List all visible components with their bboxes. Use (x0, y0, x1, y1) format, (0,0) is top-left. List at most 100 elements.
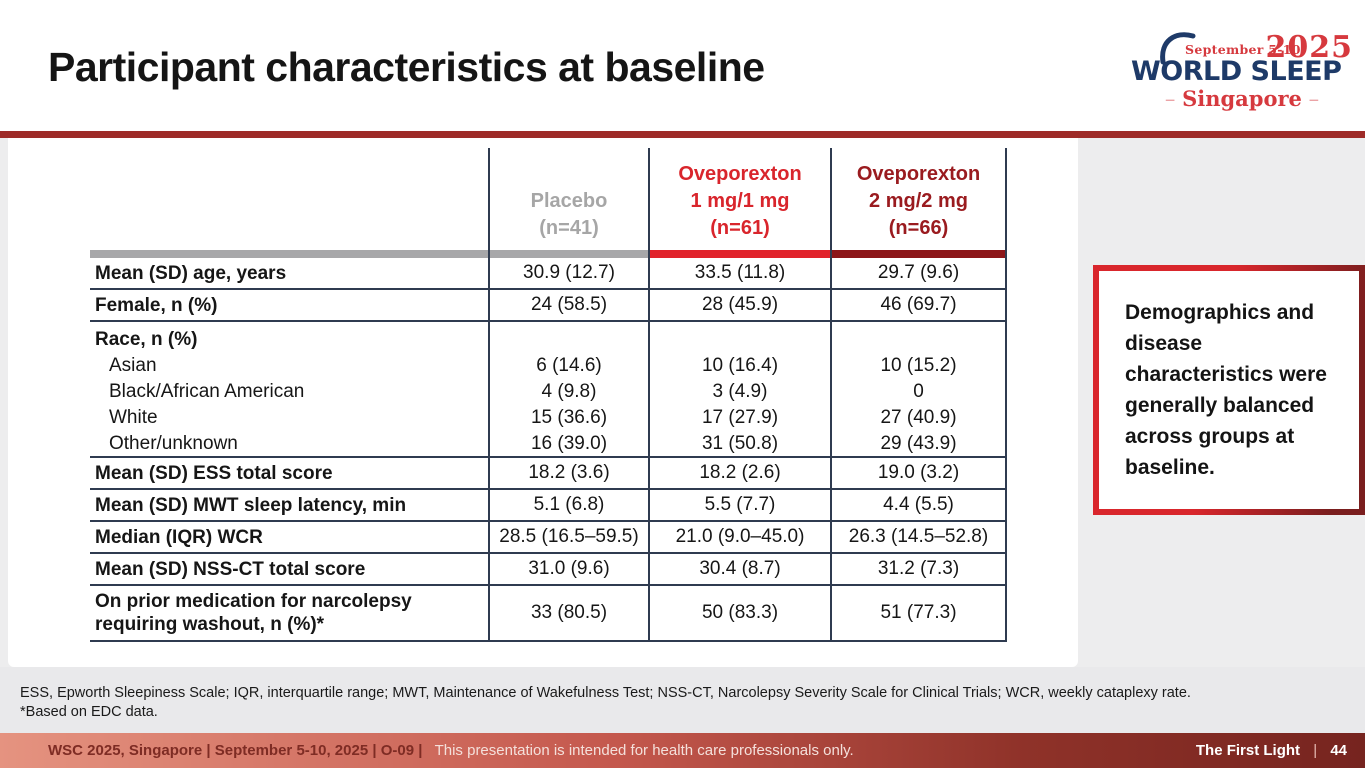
placebo-label: Placebo (530, 190, 608, 212)
logo-dates: September 5-10 (1185, 42, 1301, 57)
footer-disclaimer: This presentation is intended for health… (434, 742, 854, 759)
race-value: 10 (15.2) (880, 355, 957, 376)
cell-placebo: 33 (80.5) (488, 586, 648, 640)
cell-ovep2: 29.7 (9.6) (830, 258, 1007, 288)
race-value: 3 (4.9) (712, 381, 768, 402)
cell-ovep2: 19.0 (3.2) (830, 458, 1007, 488)
race-value: 27 (40.9) (880, 407, 957, 428)
table-row-mwt: Mean (SD) MWT sleep latency, min 5.1 (6.… (90, 490, 1007, 522)
table-row-race: Race, n (%) Asian Black/African American… (90, 322, 1007, 458)
table-row-female: Female, n (%) 24 (58.5) 28 (45.9) 46 (69… (90, 290, 1007, 322)
table-row-prior-medication: On prior medication for narcolepsy requi… (90, 586, 1007, 642)
cell-ovep1: 18.2 (2.6) (648, 458, 830, 488)
spacer (490, 327, 648, 353)
race-value: 4 (9.8) (541, 381, 597, 402)
row-label: Mean (SD) age, years (95, 262, 287, 284)
slide-footer: WSC 2025, Singapore | September 5-10, 20… (0, 733, 1365, 768)
page-title: Participant characteristics at baseline (48, 44, 765, 90)
cell-placebo: 5.1 (6.8) (488, 490, 648, 520)
cell-placebo: 28.5 (16.5–59.5) (488, 522, 648, 552)
footer-page-number: 44 (1330, 742, 1347, 759)
accent-bar-label (90, 250, 488, 258)
logo-city: – Singapore – (1131, 86, 1353, 111)
key-message-callout: Demographics and disease characteristics… (1093, 265, 1365, 515)
spacer (832, 327, 1005, 353)
key-message-text: Demographics and disease characteristics… (1125, 301, 1327, 479)
ovep2-label: Oveporexton (856, 163, 981, 185)
header-cell-empty (90, 148, 488, 250)
cell-placebo-race: 6 (14.6) 4 (9.8) 15 (36.6) 16 (39.0) (488, 322, 648, 456)
table-header-row: Placebo (n=41) Oveporexton 1 mg/1 mg (n=… (90, 148, 1007, 250)
race-value: 0 (913, 381, 924, 402)
race-value: 29 (43.9) (880, 433, 957, 454)
footer-left: WSC 2025, Singapore | September 5-10, 20… (0, 742, 854, 759)
world-sleep-logo: September 5-10 2025 WORLD SLEEP – Singap… (1131, 30, 1353, 116)
race-item-label: Black/African American (109, 381, 305, 402)
cell-ovep2: 26.3 (14.5–52.8) (830, 522, 1007, 552)
baseline-characteristics-table: Placebo (n=41) Oveporexton 1 mg/1 mg (n=… (90, 148, 1007, 642)
row-label: Female, n (%) (95, 294, 218, 316)
footer-right: The First Light | 44 (1196, 742, 1365, 759)
cell-ovep2: 46 (69.7) (830, 290, 1007, 320)
table-panel (8, 138, 1078, 667)
crescent-moon-icon (1160, 32, 1196, 65)
ovep1-dose: 1 mg/1 mg (690, 190, 790, 212)
row-label-race: Race, n (%) Asian Black/African American… (90, 322, 488, 456)
footnote-edc: *Based on EDC data. (20, 704, 158, 720)
ovep2-dose: 2 mg/2 mg (869, 190, 968, 212)
row-label: Median (IQR) WCR (95, 526, 263, 548)
cell-placebo: 31.0 (9.6) (488, 554, 648, 584)
race-value: 10 (16.4) (701, 355, 779, 376)
row-label: On prior medication for narcolepsy requi… (95, 591, 412, 635)
logo-year: 2025 (1265, 30, 1353, 65)
race-item-label: Other/unknown (109, 433, 238, 454)
logo-city-text: Singapore (1182, 86, 1302, 111)
header-cell-oveporexton-2mg: Oveporexton 2 mg/2 mg (n=66) (830, 148, 1007, 250)
cell-placebo: 30.9 (12.7) (488, 258, 648, 288)
logo-dash-left: – (1164, 87, 1183, 111)
header-cell-placebo: Placebo (n=41) (488, 148, 648, 250)
race-value: 16 (39.0) (530, 433, 608, 454)
cell-ovep1: 30.4 (8.7) (648, 554, 830, 584)
ovep1-label: Oveporexton (678, 163, 802, 185)
footer-divider: | (1313, 742, 1318, 759)
cell-ovep1: 21.0 (9.0–45.0) (648, 522, 830, 552)
logo-wordmark: WORLD SLEEP (1131, 56, 1342, 87)
cell-ovep2: 51 (77.3) (830, 586, 1007, 640)
cell-placebo: 18.2 (3.6) (488, 458, 648, 488)
cell-placebo: 24 (58.5) (488, 290, 648, 320)
cell-ovep1: 28 (45.9) (648, 290, 830, 320)
placebo-n: (n=41) (539, 217, 599, 239)
accent-bar-placebo (488, 250, 648, 258)
cell-ovep1: 33.5 (11.8) (648, 258, 830, 288)
row-label: Mean (SD) MWT sleep latency, min (95, 494, 407, 516)
race-group-label: Race, n (%) (95, 329, 198, 350)
cell-ovep1-race: 10 (16.4) 3 (4.9) 17 (27.9) 31 (50.8) (648, 322, 830, 456)
accent-bar-oveporexton-2mg (830, 250, 1007, 258)
cell-ovep1: 5.5 (7.7) (648, 490, 830, 520)
cell-ovep2: 4.4 (5.5) (830, 490, 1007, 520)
table-row-age: Mean (SD) age, years 30.9 (12.7) 33.5 (1… (90, 258, 1007, 290)
table-row-wcr: Median (IQR) WCR 28.5 (16.5–59.5) 21.0 (… (90, 522, 1007, 554)
row-label: Mean (SD) ESS total score (95, 462, 333, 484)
race-value: 15 (36.6) (530, 407, 608, 428)
footnotes-section: ESS, Epworth Sleepiness Scale; IQR, inte… (0, 667, 1365, 733)
row-label: Mean (SD) NSS-CT total score (95, 558, 366, 580)
footnote-abbreviations: ESS, Epworth Sleepiness Scale; IQR, inte… (20, 685, 1191, 701)
table-row-ess: Mean (SD) ESS total score 18.2 (3.6) 18.… (90, 458, 1007, 490)
race-value: 31 (50.8) (701, 433, 779, 454)
slide-header: Participant characteristics at baseline … (0, 0, 1365, 131)
accent-bar-oveporexton-1mg (648, 250, 830, 258)
spacer (650, 327, 830, 353)
cell-ovep1: 50 (83.3) (648, 586, 830, 640)
footer-deck-title: The First Light (1195, 742, 1301, 759)
race-value: 17 (27.9) (701, 407, 779, 428)
header-accent-bars (90, 250, 1007, 258)
race-item-label: Asian (109, 355, 157, 376)
footer-conference-info: WSC 2025, Singapore | September 5-10, 20… (48, 742, 423, 759)
cell-ovep2-race: 10 (15.2) 0 27 (40.9) 29 (43.9) (830, 322, 1007, 456)
ovep2-n: (n=66) (888, 217, 949, 239)
ovep1-n: (n=61) (710, 217, 770, 239)
cell-ovep2: 31.2 (7.3) (830, 554, 1007, 584)
